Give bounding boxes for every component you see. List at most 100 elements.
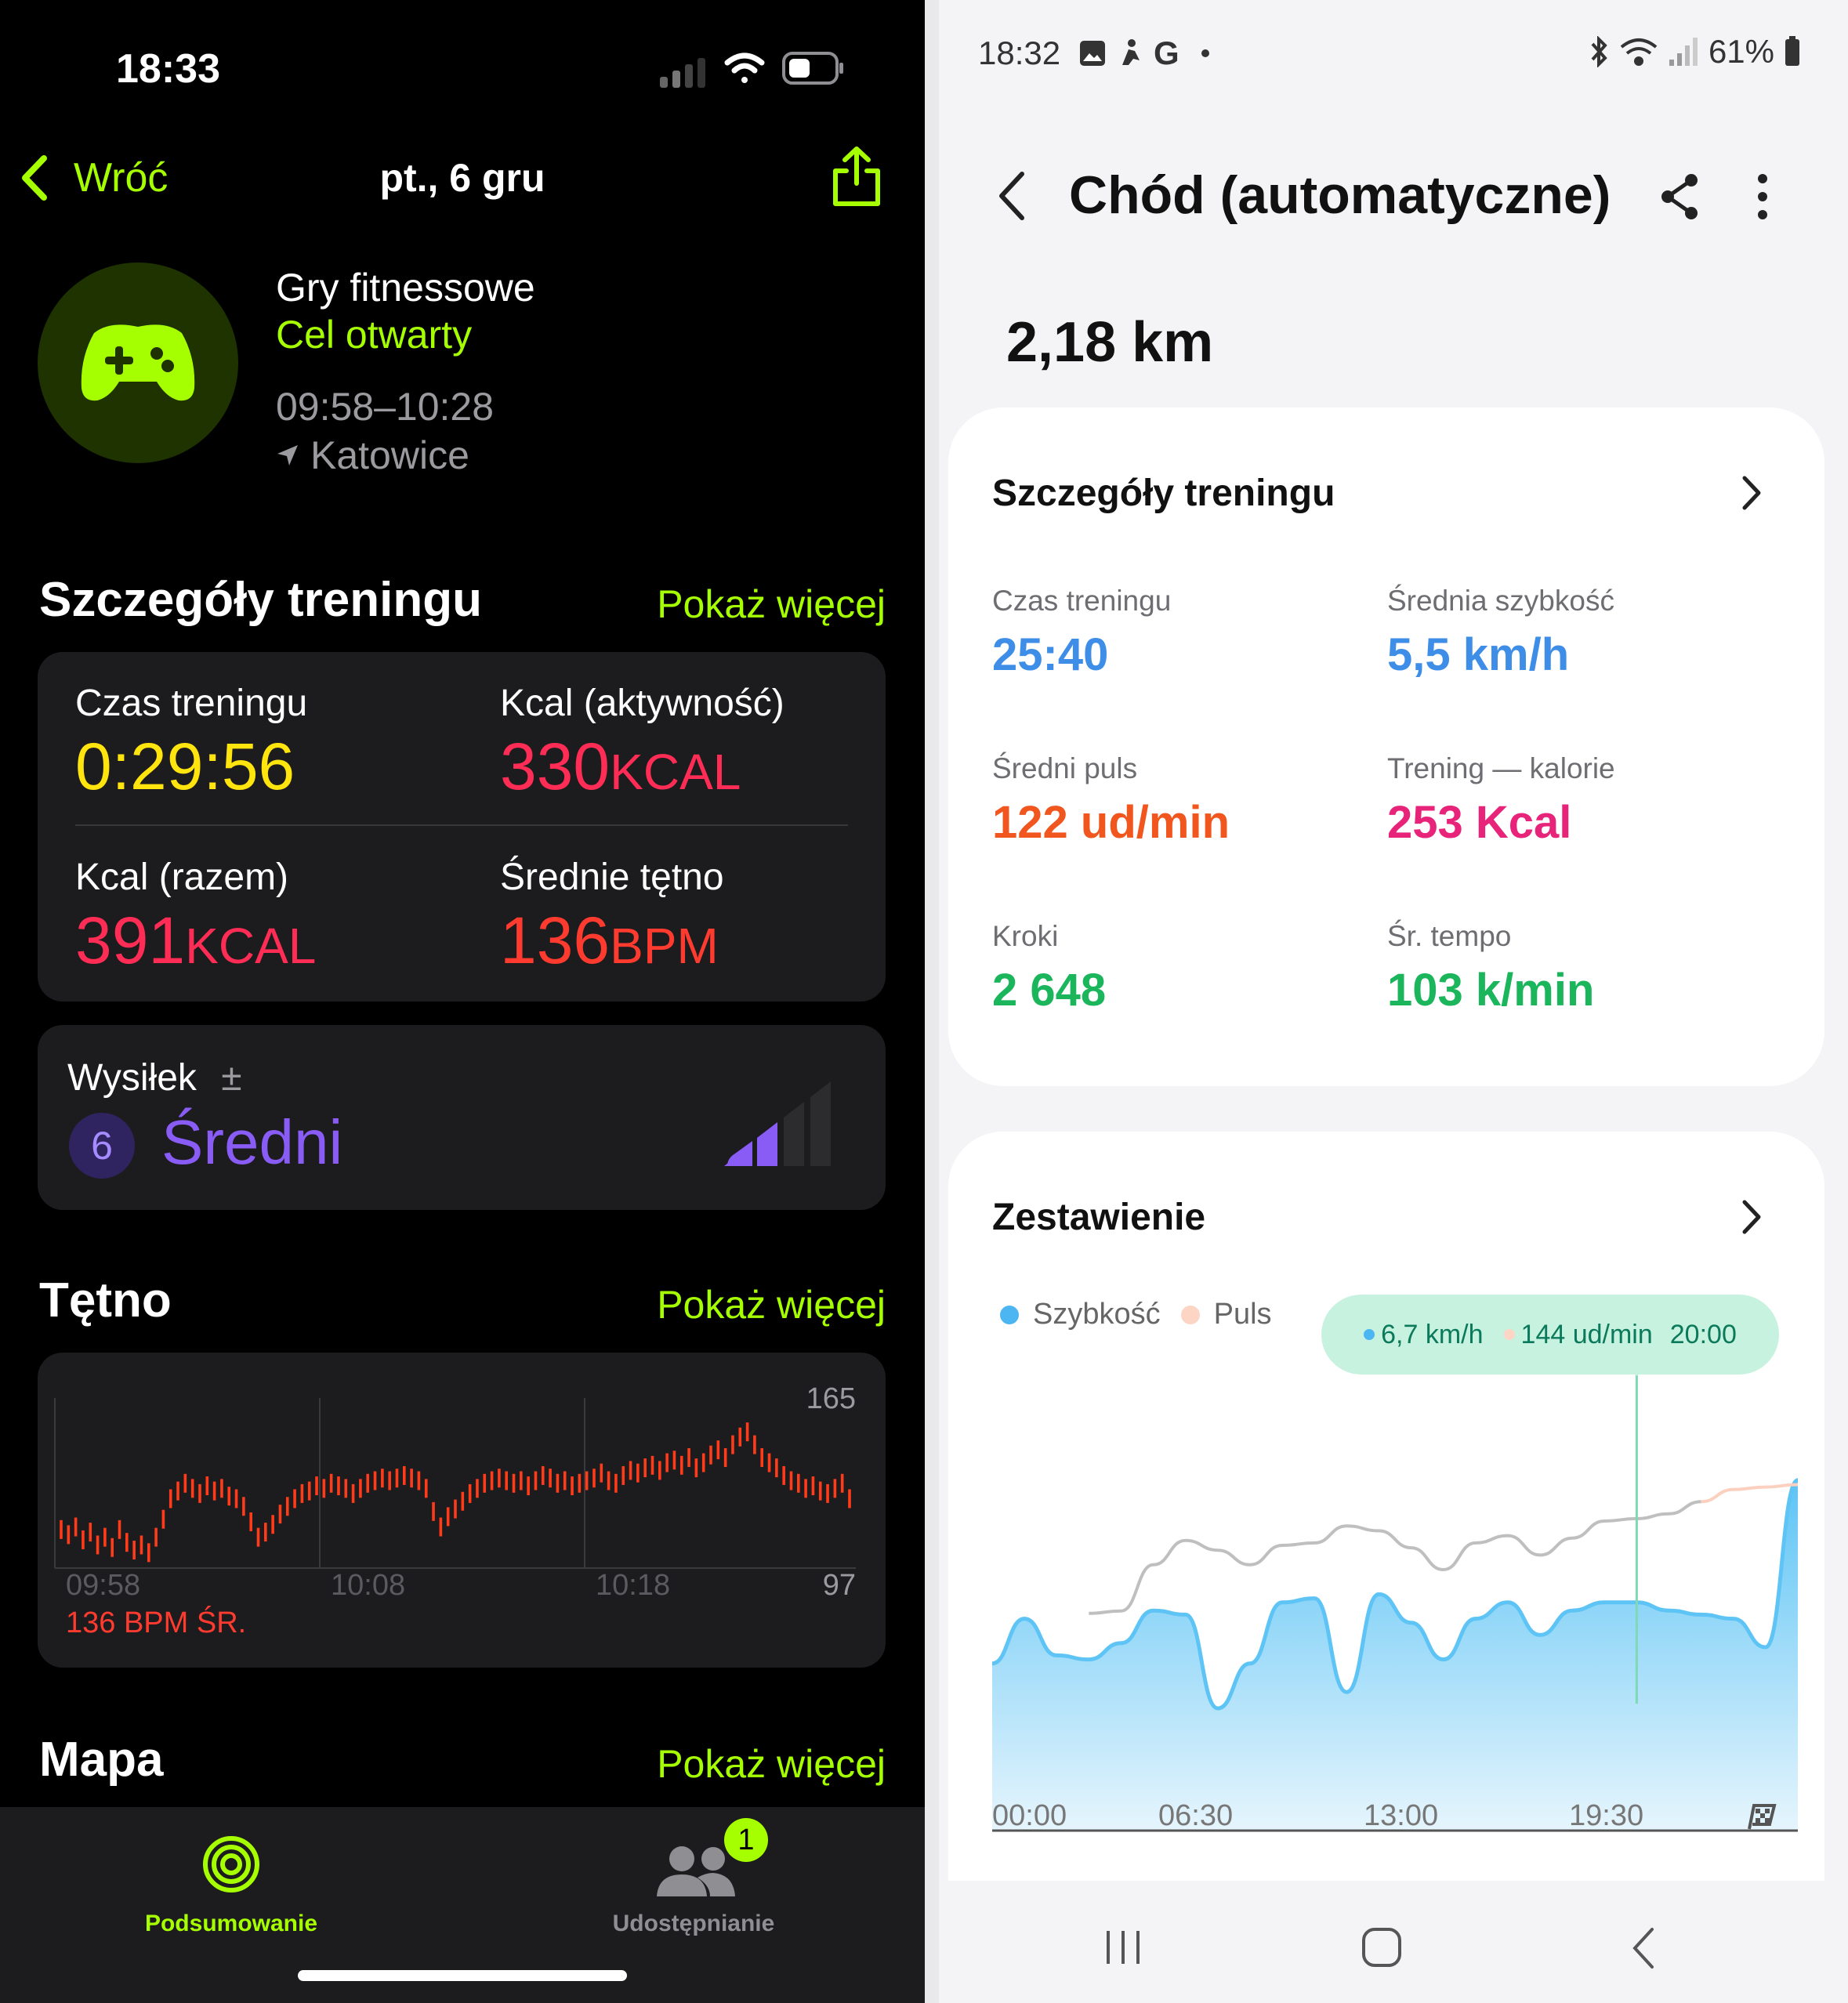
training-details-heading: Szczegóły treningu — [992, 473, 1335, 514]
hr-bar — [212, 1481, 216, 1501]
gallery-icon — [1080, 41, 1105, 66]
tab-sharing[interactable]: 1 Udostępnianie — [556, 1818, 831, 1943]
hr-show-more[interactable]: Pokaż więcej — [657, 1283, 886, 1327]
status-system-icons: 61% — [1589, 33, 1801, 71]
status-notification-icons: G — [1078, 34, 1209, 72]
back-button[interactable] — [991, 168, 1038, 224]
hr-bar — [176, 1481, 179, 1501]
ios-fitness-screen: 18:33 Wróć pt., 6 gru — [0, 0, 925, 2003]
hr-bar — [249, 1512, 252, 1531]
back-button[interactable]: Wróć — [19, 150, 168, 205]
hr-bar — [402, 1465, 406, 1485]
hr-bar — [607, 1471, 611, 1490]
stat-value: 5,5 km/h — [1387, 629, 1570, 680]
hr-bar — [541, 1465, 545, 1485]
home-button[interactable] — [1361, 1926, 1403, 1969]
active-kcal-label: Kcal (aktywność) — [500, 683, 784, 724]
hr-bar — [168, 1489, 172, 1509]
hr-bar — [315, 1476, 318, 1496]
back-label: Wróć — [74, 155, 168, 201]
hr-bar — [738, 1427, 742, 1447]
x-axis-label: 13:00 — [1364, 1799, 1439, 1832]
wifi-icon — [723, 50, 766, 86]
hr-bar — [760, 1447, 764, 1467]
more-notifications-icon — [1201, 49, 1209, 57]
hr-bar — [89, 1523, 92, 1542]
android-status-time: 18:32 — [978, 34, 1061, 71]
hr-bar — [476, 1479, 479, 1498]
stat-value: 25:40 — [992, 629, 1109, 680]
hr-bar — [687, 1447, 690, 1467]
stat-cadence: Śr. tempo 103 k/min — [1387, 920, 1594, 1016]
hr-bar — [694, 1458, 698, 1478]
stat-label: Czas treningu — [992, 585, 1172, 617]
hr-bar — [373, 1471, 377, 1490]
tooltip-hr-dot — [1503, 1329, 1515, 1340]
stat-duration: Czas treningu 25:40 — [992, 585, 1171, 681]
hr-bar — [709, 1445, 712, 1465]
summary-heading: Zestawienie — [992, 1197, 1206, 1238]
hr-bar — [337, 1476, 340, 1496]
hr-min-label: 97 — [822, 1569, 856, 1602]
hr-x-label: 10:18 — [596, 1569, 671, 1602]
map-show-more[interactable]: Pokaż więcej — [657, 1742, 886, 1786]
hr-bar — [96, 1535, 100, 1555]
hr-bar — [826, 1483, 829, 1503]
hr-bar — [672, 1451, 676, 1470]
training-details-card[interactable]: Szczegóły treningu Czas treningu 25:40 Ś… — [948, 407, 1824, 1086]
active-kcal-value: 330 — [500, 730, 611, 803]
tab-summary[interactable]: Podsumowanie — [94, 1818, 368, 1943]
workout-location: Katowice — [276, 433, 469, 478]
legend-hr-label: Puls — [1213, 1298, 1272, 1331]
chart-tooltip: 6,7 km/h 144 ud/min 20:00 — [1321, 1295, 1779, 1375]
hr-bar — [154, 1527, 158, 1547]
hr-bar — [300, 1483, 304, 1503]
workout-goal: Cel otwarty — [276, 313, 473, 357]
recent-apps-button[interactable] — [1103, 1928, 1143, 1967]
hr-bar — [125, 1533, 129, 1552]
hr-bar — [278, 1505, 282, 1524]
distance-value: 2,18 km — [1006, 311, 1214, 374]
hr-bar — [147, 1543, 150, 1563]
hr-bar — [731, 1435, 734, 1454]
page-title: Chód (automatyczne) — [1069, 165, 1611, 225]
bluetooth-icon — [1591, 36, 1607, 67]
legend-speed-label: Szybkość — [1033, 1298, 1161, 1331]
hr-chart-card[interactable]: 165 97 09:58 10:08 10:18 136 BPM ŚR. — [38, 1353, 886, 1668]
more-options-button[interactable] — [1751, 171, 1774, 223]
hr-bar — [592, 1469, 596, 1488]
samsung-health-screen: 18:32 G 61% Chód (automatyczne) 2,18 km … — [939, 0, 1848, 2003]
summary-card[interactable]: Zestawienie Szybkość Puls 6,7 km/h 144 u… — [948, 1132, 1824, 2003]
avg-hr: 136BPM — [500, 903, 719, 979]
details-show-more[interactable]: Pokaż więcej — [657, 582, 886, 626]
hr-bar — [556, 1473, 560, 1493]
hr-bar — [410, 1469, 413, 1488]
hr-bar — [271, 1515, 274, 1534]
nav-back-button[interactable] — [1629, 1926, 1660, 1970]
hr-line — [1089, 1500, 1701, 1615]
avg-hr-label: Średnie tętno — [500, 857, 724, 898]
effort-level-badge: 6 — [69, 1113, 135, 1179]
health-icon — [1122, 39, 1140, 65]
effort-card[interactable]: Wysiłek ± 6 Średni — [38, 1025, 886, 1210]
google-icon: G — [1154, 34, 1179, 71]
battery-percent: 61% — [1708, 33, 1774, 70]
hr-bar — [74, 1517, 78, 1537]
stat-value: 253 Kcal — [1387, 797, 1572, 848]
tab-summary-label: Podsumowanie — [144, 1911, 318, 1936]
stat-label: Średnia szybkość — [1387, 585, 1614, 617]
hr-bar — [198, 1483, 201, 1503]
hr-bar — [629, 1461, 632, 1480]
cellular-signal-icon — [660, 55, 710, 88]
legend-speed-dot — [1000, 1305, 1019, 1324]
chevron-left-icon — [999, 172, 1024, 220]
stat-label: Kroki — [992, 920, 1059, 952]
effort-label: Wysiłek ± — [67, 1056, 242, 1099]
hr-bar — [811, 1476, 815, 1496]
share-button[interactable] — [829, 144, 884, 208]
effort-level-number: 6 — [91, 1124, 113, 1168]
stat-avg-speed: Średnia szybkość 5,5 km/h — [1387, 585, 1614, 681]
share-button[interactable] — [1657, 171, 1704, 223]
hr-bar — [600, 1463, 603, 1483]
hr-bar — [293, 1489, 296, 1509]
